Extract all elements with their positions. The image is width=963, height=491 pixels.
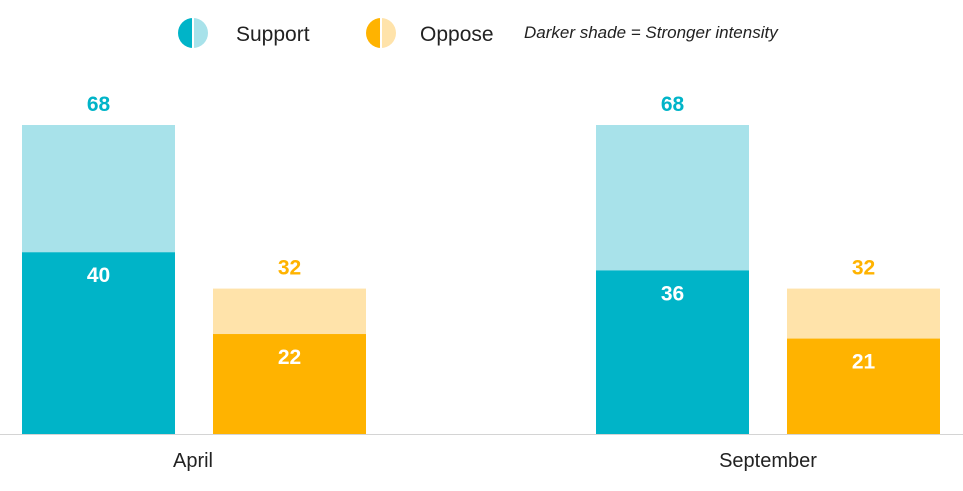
bar-oppose-weaker-april (213, 288, 366, 335)
legend-note: Darker shade = Stronger intensity (524, 23, 779, 42)
bar-oppose-stronger-september (787, 338, 940, 434)
bar-support-stronger-april (22, 252, 175, 434)
x-axis: April September (0, 434, 963, 472)
legend-swatch-strong-icon (366, 18, 381, 48)
bars (22, 125, 940, 434)
bar-oppose-weaker-september (787, 288, 940, 339)
bar-group-september (596, 125, 940, 434)
bar-support-weaker-september (596, 125, 749, 271)
legend-item-oppose: Oppose (366, 18, 494, 48)
legend-swatch-light-icon (193, 18, 208, 48)
data-label-strong-support-september: 36 (661, 282, 684, 305)
legend: Support Oppose Darker shade = Stronger int… (178, 18, 779, 48)
bar-group-april (22, 125, 366, 434)
data-label-strong-oppose-april: 22 (278, 346, 301, 369)
legend-swatch-light-icon (381, 18, 396, 48)
legend-item-support: Support (178, 18, 310, 48)
bar-support-stronger-september (596, 270, 749, 434)
data-label-total-support-april: 68 (87, 93, 111, 116)
data-label-total-support-september: 68 (661, 93, 685, 116)
bar-oppose-stronger-april (213, 334, 366, 434)
data-label-strong-support-april: 40 (87, 264, 110, 287)
x-tick-label-september: September (719, 450, 817, 472)
data-labels: 68 40 32 22 68 36 32 21 (87, 93, 876, 374)
bar-support-weaker-april (22, 125, 175, 253)
data-label-total-oppose-april: 32 (278, 257, 301, 280)
data-label-total-oppose-september: 32 (852, 257, 875, 280)
x-tick-label-april: April (173, 450, 213, 472)
legend-swatch-strong-icon (178, 18, 193, 48)
legend-label: Oppose (420, 23, 494, 46)
legend-label: Support (236, 23, 310, 46)
data-label-strong-oppose-september: 21 (852, 351, 876, 374)
